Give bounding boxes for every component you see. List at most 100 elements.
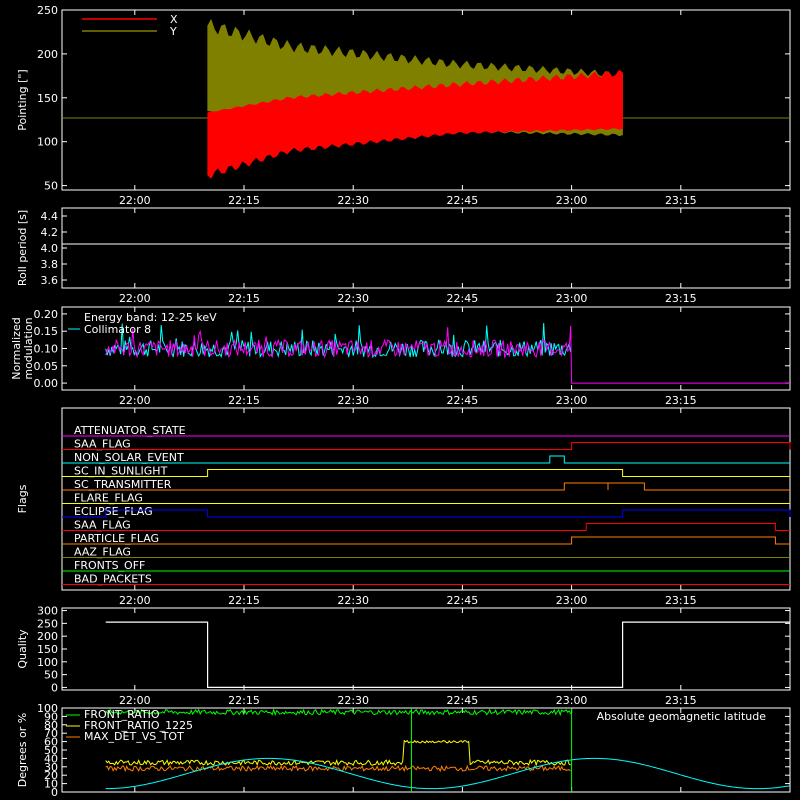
flag-label: AAZ_FLAG [74, 546, 131, 559]
flag-label: ECLIPSE_FLAG [74, 505, 153, 518]
panel-frame [61, 407, 791, 591]
line-series [105, 739, 571, 767]
legend-label: FRONT_RATIO_1225 [84, 719, 193, 732]
x-tick-label: 22:15 [228, 594, 260, 607]
flag-label: SAA_FLAG [74, 519, 131, 532]
x-tick-label: 22:45 [447, 194, 479, 207]
x-tick-label: 23:00 [556, 292, 588, 305]
panel-frame [61, 207, 791, 289]
flag-line [62, 482, 790, 491]
y-axis-label: modulation [22, 317, 35, 379]
legend-label: X [170, 13, 178, 26]
flag-line [62, 469, 790, 477]
y-axis-label: Roll period [s] [16, 210, 29, 286]
y-tick-label: 300 [37, 605, 58, 618]
y-axis-label: Normalized [10, 317, 23, 379]
series-band-x [207, 69, 623, 179]
panel-1: 22:00 22:15 22:30 22:45 23:00 23:15 50 100 150 20… [16, 4, 791, 207]
x-tick-label: 22:00 [119, 594, 151, 607]
y-tick-label: 70 [44, 727, 58, 740]
x-tick-label: 22:30 [337, 194, 369, 207]
flag-line [62, 442, 791, 450]
y-tick-label: 50 [44, 744, 58, 757]
x-tick-label: 23:00 [556, 194, 588, 207]
y-axis-label: Quality [16, 629, 29, 669]
x-tick-label: 23:00 [556, 694, 588, 707]
panel-frame [61, 9, 791, 191]
y-tick-label: 3.6 [41, 274, 59, 287]
y-tick-label: 100 [37, 136, 58, 149]
y-tick-label: 60 [44, 736, 58, 749]
y-tick-label: 0 [51, 786, 58, 799]
line-series [105, 757, 790, 790]
flag-label: SAA_FLAG [74, 438, 131, 451]
y-tick-label: 30 [44, 761, 58, 774]
y-axis-label: Flags [16, 484, 29, 513]
y-tick-label: 200 [37, 630, 58, 643]
x-tick-label: 23:00 [556, 594, 588, 607]
x-tick-label: 23:15 [665, 394, 697, 407]
panel-3: 22:00 22:15 22:30 22:45 23:00 23:15 0.00 0.05 0.… [10, 306, 791, 407]
flag-line [62, 509, 791, 518]
x-tick-label: 22:45 [447, 694, 479, 707]
flag-label: PARTICLE_FLAG [74, 532, 159, 545]
y-tick-label: 4.2 [41, 226, 59, 239]
y-tick-label: 0 [51, 681, 58, 694]
x-tick-label: 22:30 [337, 694, 369, 707]
y-tick-label: 250 [37, 4, 58, 17]
y-tick-label: 0.10 [34, 343, 59, 356]
annotation-energy-band: Energy band: 12-25 keV [84, 311, 217, 324]
panel-4: 22:00 22:15 22:30 22:45 23:00 23:15 Flags ATTEN… [16, 407, 791, 607]
panel-frame [61, 607, 791, 691]
x-tick-label: 22:30 [337, 292, 369, 305]
legend-label: Y [169, 25, 177, 38]
x-tick-label: 22:15 [228, 292, 260, 305]
legend-label: FRONT_RATIO [84, 708, 160, 721]
x-tick-label: 22:15 [228, 694, 260, 707]
y-axis-label: Degrees or % [16, 713, 29, 787]
y-tick-label: 4.0 [41, 242, 59, 255]
x-tick-label: 22:45 [447, 292, 479, 305]
y-tick-label: 4.4 [41, 210, 59, 223]
y-axis-label: Pointing ["] [16, 69, 29, 130]
flag-label: BAD_PACKETS [74, 573, 152, 586]
modulation-series [105, 325, 790, 384]
flag-label: SC_IN_SUNLIGHT [74, 465, 168, 478]
y-tick-label: 200 [37, 48, 58, 61]
x-tick-label: 23:15 [665, 694, 697, 707]
x-tick-label: 23:15 [665, 594, 697, 607]
x-tick-label: 22:45 [447, 394, 479, 407]
y-tick-label: 50 [44, 180, 58, 193]
x-tick-label: 22:15 [228, 394, 260, 407]
line-series [105, 707, 572, 717]
y-tick-label: 0.20 [34, 308, 59, 321]
flag-line [62, 455, 790, 464]
x-tick-label: 23:15 [665, 194, 697, 207]
x-tick-label: 22:45 [447, 594, 479, 607]
x-tick-label: 22:30 [337, 394, 369, 407]
x-tick-label: 22:00 [119, 194, 151, 207]
flag-label: FLARE_FLAG [74, 492, 143, 505]
x-tick-label: 23:15 [665, 292, 697, 305]
panel-2: 22:00 22:15 22:30 22:45 23:00 23:15 3.6 3.8 4.0 4… [16, 207, 791, 305]
y-tick-label: 80 [44, 719, 58, 732]
x-tick-label: 22:00 [119, 394, 151, 407]
y-tick-label: 90 [44, 710, 58, 723]
y-tick-label: 50 [44, 669, 58, 682]
flag-label: ATTENUATOR_STATE [74, 424, 186, 437]
flag-line [62, 523, 790, 531]
flag-label: FRONTS_OFF [74, 559, 145, 572]
annotation-collimator: Collimator 8 [84, 323, 151, 336]
x-tick-label: 23:00 [556, 394, 588, 407]
y-tick-label: 10 [44, 778, 58, 791]
x-tick-label: 22:30 [337, 594, 369, 607]
y-tick-label: 100 [37, 656, 58, 669]
flag-label: NON_SOLAR_EVENT [74, 451, 184, 464]
y-tick-label: 100 [37, 702, 58, 715]
panel-5: 22:00 22:15 22:30 22:45 23:00 23:150501001502… [16, 605, 791, 707]
y-tick-label: 20 [44, 769, 58, 782]
line-series [105, 764, 572, 773]
y-tick-label: 150 [37, 643, 58, 656]
